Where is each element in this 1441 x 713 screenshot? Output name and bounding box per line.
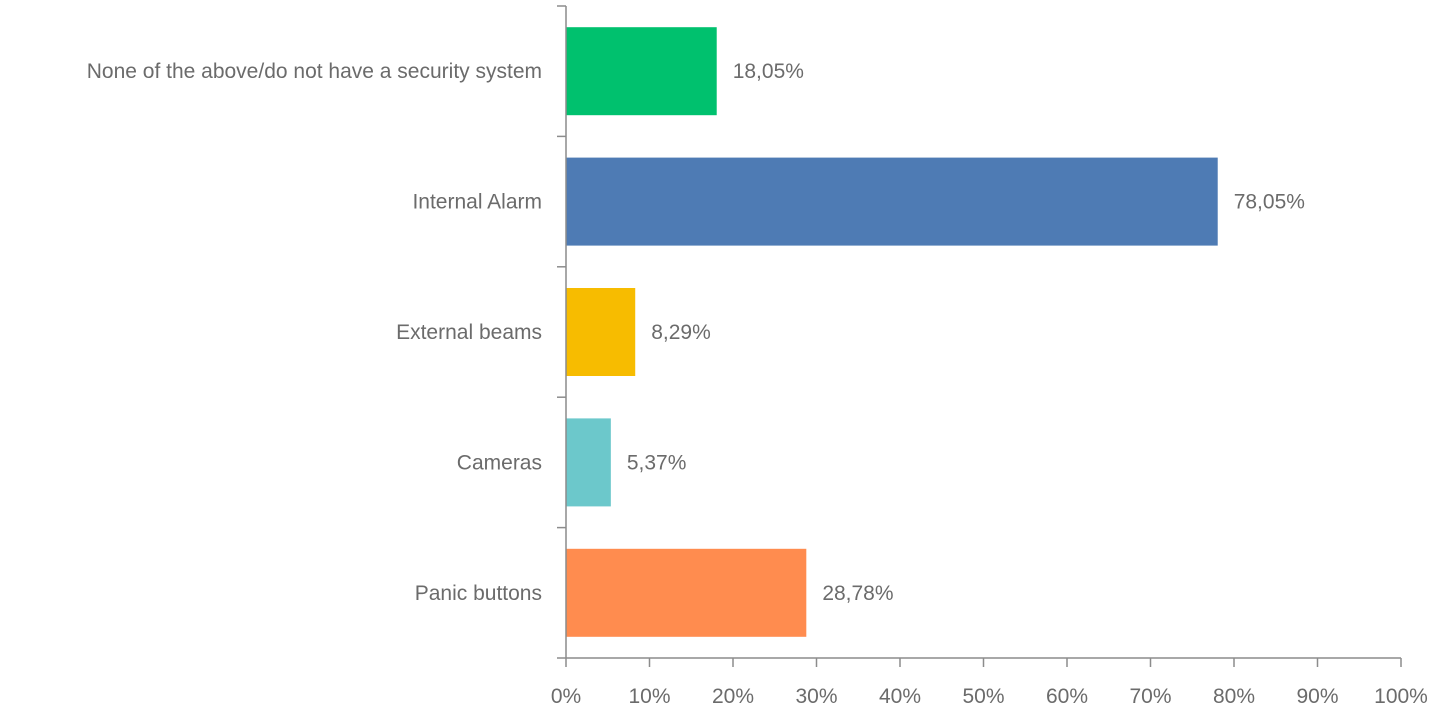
bars-group (566, 27, 1218, 637)
bar-panic-buttons (566, 548, 807, 637)
x-tick-label-30: 30% (795, 685, 837, 708)
value-label-internal-alarm: 78,05% (1234, 191, 1305, 214)
bar-none-of-the-above-do-not-have-a-security-system (566, 27, 717, 116)
value-labels-group: 18,05% 78,05% 8,29% 5,37% 28,78% (627, 60, 1305, 605)
x-tick-label-50: 50% (962, 685, 1004, 708)
x-tick-label-20: 20% (712, 685, 754, 708)
value-label-panic-buttons: 28,78% (822, 582, 893, 605)
x-tick-label-0: 0% (551, 685, 581, 708)
category-label-cameras: Cameras (457, 451, 542, 474)
x-tick-label-90: 90% (1296, 685, 1338, 708)
x-tick-label-70: 70% (1129, 685, 1171, 708)
category-label-panic-buttons: Panic buttons (415, 582, 542, 605)
x-tick-label-60: 60% (1046, 685, 1088, 708)
value-label-none-of-the-above-do-not-have-a-security-system: 18,05% (733, 60, 804, 83)
bar-external-beams (566, 288, 636, 376)
category-label-none-of-the-above-do-not-have-a-security-system: None of the above/do not have a security… (87, 60, 542, 83)
y-axis (557, 5, 567, 659)
x-tick-label-40: 40% (879, 685, 921, 708)
value-label-external-beams: 8,29% (651, 321, 711, 344)
category-label-external-beams: External beams (396, 321, 542, 344)
category-label-internal-alarm: Internal Alarm (412, 191, 542, 214)
value-label-cameras: 5,37% (627, 451, 687, 474)
x-tick-label-100: 100% (1374, 685, 1428, 708)
x-tick-label-80: 80% (1213, 685, 1255, 708)
bar-internal-alarm (566, 157, 1218, 246)
x-tick-label-10: 10% (628, 685, 670, 708)
x-axis: 0% 10% 20% 30% 40% 50% 60% 70% 80% 90% 100% (551, 657, 1428, 708)
category-labels-group: None of the above/do not have a security… (87, 60, 542, 605)
bar-cameras (566, 418, 611, 507)
